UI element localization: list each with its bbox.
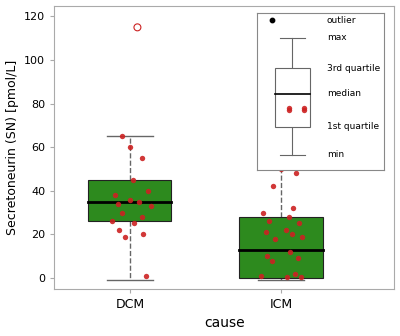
Point	[114, 201, 121, 207]
Y-axis label: Secretoneurin (SN) [pmol/L]: Secretoneurin (SN) [pmol/L]	[6, 59, 18, 235]
Point	[286, 108, 292, 113]
Point	[300, 105, 307, 111]
Point	[131, 221, 138, 226]
Point	[294, 256, 301, 261]
Point	[136, 199, 142, 204]
Point	[292, 271, 298, 276]
Point	[298, 275, 304, 280]
Point	[288, 232, 295, 237]
Point	[266, 219, 272, 224]
Point	[286, 214, 292, 220]
Point	[293, 171, 299, 176]
Point	[282, 227, 289, 233]
Point	[127, 144, 133, 150]
Point	[127, 197, 133, 202]
Point	[134, 25, 141, 30]
Point	[278, 166, 284, 172]
Point	[145, 188, 151, 194]
Point	[116, 227, 122, 233]
Point	[263, 229, 269, 235]
Point	[270, 184, 277, 189]
Point	[272, 236, 278, 242]
Point	[122, 234, 128, 239]
Point	[287, 249, 293, 254]
Point	[300, 108, 307, 113]
Point	[290, 206, 296, 211]
Point	[296, 221, 302, 226]
Point	[119, 134, 126, 139]
Point	[269, 258, 275, 263]
Point	[140, 232, 147, 237]
Point	[119, 210, 126, 215]
Point	[139, 156, 145, 161]
Point	[130, 177, 136, 182]
Point	[112, 193, 118, 198]
X-axis label: cause: cause	[204, 317, 245, 330]
Point	[258, 273, 264, 279]
Point	[143, 273, 150, 279]
Point	[148, 203, 154, 209]
Point	[284, 274, 290, 280]
Point	[108, 219, 115, 224]
Point	[299, 234, 306, 239]
Point	[264, 253, 271, 259]
Bar	[240, 217, 323, 278]
Bar	[88, 180, 172, 221]
Point	[139, 214, 145, 220]
Point	[286, 105, 292, 111]
Point	[260, 210, 266, 215]
